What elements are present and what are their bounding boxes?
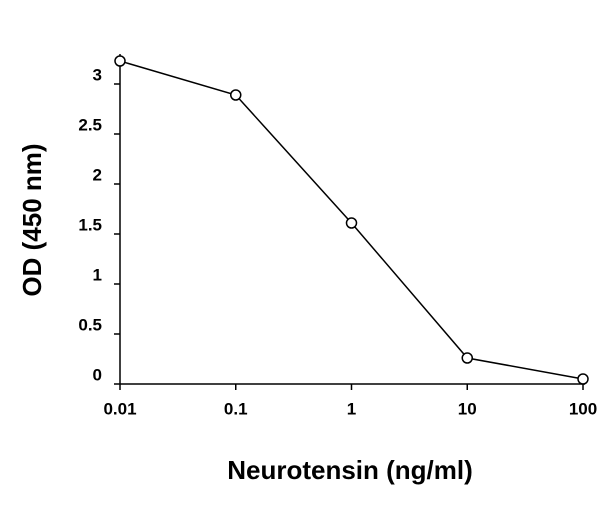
y-tick-label: 2 [93,165,102,184]
y-tick-label: 0 [93,365,102,384]
y-tick-label: 3 [93,65,102,84]
y-tick-label: 0.5 [78,315,102,334]
x-tick-label: 10 [458,399,477,418]
data-point [345,217,358,229]
x-tick-label: 0.1 [224,399,248,418]
data-point [114,55,126,67]
x-tick-label: 1 [347,399,356,418]
data-point [577,373,589,385]
x-tick-label: 0.01 [103,399,136,418]
y-tick-label: 1 [93,265,102,284]
y-axis-label: OD (450 nm) [17,143,47,296]
data-point [461,352,473,364]
x-axis-label: Neurotensin (ng/ml) [227,455,473,485]
y-tick-label: 1.5 [78,215,102,234]
y-tick-label: 2.5 [78,115,102,134]
x-tick-label: 100 [569,399,597,418]
data-point [230,89,242,101]
